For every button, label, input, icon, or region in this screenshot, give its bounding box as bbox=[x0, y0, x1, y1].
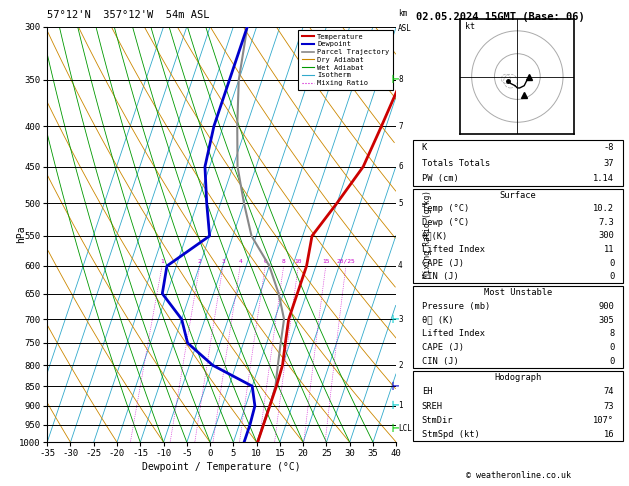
Text: 8: 8 bbox=[282, 259, 286, 264]
Text: 107°: 107° bbox=[593, 416, 615, 425]
Text: 7.3: 7.3 bbox=[599, 218, 615, 227]
Text: 0: 0 bbox=[609, 259, 615, 267]
Text: 1: 1 bbox=[160, 259, 164, 264]
Text: Surface: Surface bbox=[499, 191, 537, 200]
Text: 0: 0 bbox=[609, 272, 615, 281]
Text: θᴄ (K): θᴄ (K) bbox=[421, 316, 453, 325]
Text: Pressure (mb): Pressure (mb) bbox=[421, 302, 490, 311]
Text: Temp (°C): Temp (°C) bbox=[421, 205, 469, 213]
Text: 73: 73 bbox=[604, 401, 615, 411]
Text: 1: 1 bbox=[398, 401, 403, 410]
Text: 20/25: 20/25 bbox=[337, 259, 355, 264]
Text: 11: 11 bbox=[604, 245, 615, 254]
Text: 305: 305 bbox=[599, 316, 615, 325]
Text: 8: 8 bbox=[609, 330, 615, 338]
Text: ⊢: ⊢ bbox=[391, 73, 399, 87]
Text: 2: 2 bbox=[398, 361, 403, 370]
Text: StmDir: StmDir bbox=[421, 416, 453, 425]
Text: ASL: ASL bbox=[398, 24, 412, 33]
Text: 7: 7 bbox=[398, 122, 403, 131]
Legend: Temperature, Dewpoint, Parcel Trajectory, Dry Adiabat, Wet Adiabat, Isotherm, Mi: Temperature, Dewpoint, Parcel Trajectory… bbox=[298, 30, 392, 89]
Text: 1.14: 1.14 bbox=[593, 174, 615, 183]
Text: Lifted Index: Lifted Index bbox=[421, 330, 484, 338]
Text: hPa: hPa bbox=[16, 226, 26, 243]
Text: 900: 900 bbox=[599, 302, 615, 311]
Text: CAPE (J): CAPE (J) bbox=[421, 259, 464, 267]
Text: ⊢: ⊢ bbox=[391, 380, 399, 393]
Text: Mixing Ratio (g/kg): Mixing Ratio (g/kg) bbox=[423, 191, 432, 278]
Text: © weatheronline.co.uk: © weatheronline.co.uk bbox=[467, 471, 571, 480]
Text: 57°12'N  357°12'W  54m ASL: 57°12'N 357°12'W 54m ASL bbox=[47, 11, 209, 20]
Text: -8: -8 bbox=[604, 143, 615, 152]
Text: 300: 300 bbox=[599, 231, 615, 241]
Text: LCL: LCL bbox=[398, 424, 412, 433]
Text: 4: 4 bbox=[398, 261, 403, 270]
Text: 10: 10 bbox=[294, 259, 302, 264]
Text: ⊢: ⊢ bbox=[391, 312, 399, 326]
Text: Hodograph: Hodograph bbox=[494, 373, 542, 382]
Text: 15: 15 bbox=[322, 259, 330, 264]
Text: 4: 4 bbox=[238, 259, 242, 264]
Text: 16: 16 bbox=[604, 430, 615, 439]
X-axis label: Dewpoint / Temperature (°C): Dewpoint / Temperature (°C) bbox=[142, 462, 301, 472]
Text: 10.2: 10.2 bbox=[593, 205, 615, 213]
Text: kt: kt bbox=[465, 21, 475, 31]
Text: 3: 3 bbox=[221, 259, 225, 264]
Text: CIN (J): CIN (J) bbox=[421, 357, 459, 366]
Text: ⊢: ⊢ bbox=[391, 422, 399, 434]
Text: ⊢: ⊢ bbox=[391, 399, 399, 413]
Text: km: km bbox=[398, 9, 407, 18]
Text: StmSpd (kt): StmSpd (kt) bbox=[421, 430, 479, 439]
Text: 2: 2 bbox=[198, 259, 201, 264]
Text: 6: 6 bbox=[398, 162, 403, 171]
Text: CAPE (J): CAPE (J) bbox=[421, 343, 464, 352]
Text: 0: 0 bbox=[609, 343, 615, 352]
Text: Most Unstable: Most Unstable bbox=[484, 288, 552, 297]
Text: Dewp (°C): Dewp (°C) bbox=[421, 218, 469, 227]
Text: 02.05.2024 15GMT (Base: 06): 02.05.2024 15GMT (Base: 06) bbox=[416, 12, 585, 22]
Text: Totals Totals: Totals Totals bbox=[421, 158, 490, 168]
Text: 3: 3 bbox=[398, 314, 403, 324]
Text: PW (cm): PW (cm) bbox=[421, 174, 459, 183]
Text: 8: 8 bbox=[398, 75, 403, 85]
Text: CIN (J): CIN (J) bbox=[421, 272, 459, 281]
Text: 6: 6 bbox=[264, 259, 267, 264]
Text: EH: EH bbox=[421, 387, 432, 397]
Text: 5: 5 bbox=[398, 199, 403, 208]
Text: Lifted Index: Lifted Index bbox=[421, 245, 484, 254]
Text: θᴄ(K): θᴄ(K) bbox=[421, 231, 448, 241]
Text: K: K bbox=[421, 143, 427, 152]
Text: 74: 74 bbox=[604, 387, 615, 397]
Text: SREH: SREH bbox=[421, 401, 443, 411]
Text: 0: 0 bbox=[609, 357, 615, 366]
Text: 37: 37 bbox=[604, 158, 615, 168]
